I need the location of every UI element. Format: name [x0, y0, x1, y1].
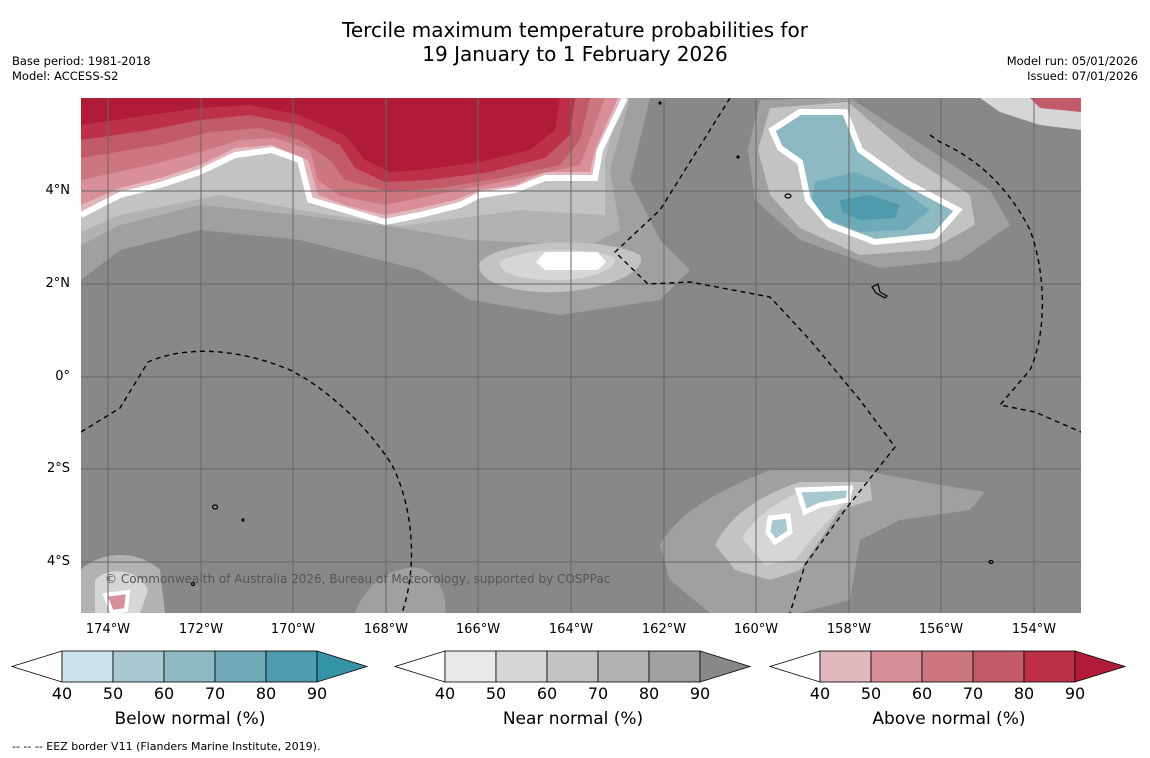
- above-normal-patch-sw: [102, 589, 131, 613]
- island-3: [988, 559, 994, 565]
- colorbar-below-tick: 50: [102, 684, 124, 703]
- colorbar-above-tick: 70: [962, 684, 984, 703]
- meta-right: Model run: 05/01/2026 Issued: 07/01/2026: [1007, 54, 1138, 84]
- eez-borders: [81, 98, 1081, 613]
- lon-label-154w: 154°W: [1011, 622, 1057, 637]
- colorbar-caption-below: Below normal (%): [114, 709, 266, 729]
- island-4: [658, 101, 662, 105]
- colorbar-near-segment: [648, 650, 701, 683]
- island-6: [241, 518, 245, 522]
- colorbar-below-segment: [61, 650, 114, 683]
- below-normal-region-70: [840, 195, 900, 220]
- colorbar-above-high-arrow: [1074, 650, 1127, 683]
- eez-border-samoa: [81, 350, 413, 613]
- island-7: [190, 581, 196, 587]
- eez-border-east: [929, 134, 1081, 433]
- islands: [190, 101, 994, 587]
- colorbar-above-tick: 50: [860, 684, 882, 703]
- colorbar-near-segment: [444, 650, 497, 683]
- colorbar-near-segment: [495, 650, 548, 683]
- colorbar-above-tick: 40: [809, 684, 831, 703]
- lon-label-166w: 166°W: [455, 622, 501, 637]
- colorbar-above-tick: 90: [1064, 684, 1086, 703]
- eez-border-kiribati: [613, 98, 896, 613]
- colorbar-below-tick: 60: [153, 684, 175, 703]
- title-line-1: Tercile maximum temperature probabilitie…: [342, 18, 808, 42]
- colorbar-near-tick: 50: [485, 684, 507, 703]
- colorbar-near-tick: 60: [536, 684, 558, 703]
- lon-label-160w: 160°W: [733, 622, 779, 637]
- lon-label-172w: 172°W: [178, 622, 224, 637]
- copyright-notice: © Commonwealth of Australia 2026, Bureau…: [105, 572, 611, 586]
- below-normal-patch-se-2: [765, 513, 793, 546]
- lat-label-0: 0°: [55, 369, 70, 384]
- colorbar-near-tick: 40: [434, 684, 456, 703]
- model-run: Model run: 05/01/2026: [1006, 54, 1138, 68]
- colorbar-near-tick: 80: [638, 684, 660, 703]
- above-normal-region-ne-red: [1030, 98, 1081, 112]
- colorbar-below-tick: 80: [255, 684, 277, 703]
- map-title: Tercile maximum temperature probabilitie…: [0, 18, 1150, 66]
- lon-label-156w: 156°W: [918, 622, 964, 637]
- issued-date: Issued: 07/01/2026: [1027, 69, 1138, 83]
- island-kiritimati: [871, 283, 888, 299]
- meta-left: Base period: 1981-2018 Model: ACCESS-S2: [12, 54, 151, 84]
- graticule: [81, 98, 1081, 613]
- lon-label-164w: 164°W: [548, 622, 594, 637]
- lon-label-170w: 170°W: [270, 622, 316, 637]
- above-normal-region-90: [81, 98, 560, 172]
- colorbar-below-tick: 70: [204, 684, 226, 703]
- colorbar-above-segment: [972, 650, 1025, 683]
- below-normal-patch-se: [794, 485, 853, 516]
- base-period: Base period: 1981-2018: [12, 54, 151, 68]
- eez-footnote: -- -- -- EEZ border V11 (Flanders Marine…: [12, 740, 321, 753]
- near-normal-region-s: [355, 567, 446, 613]
- colorbar-near-segment: [546, 650, 599, 683]
- colorbar-below-segment: [163, 650, 216, 683]
- colorbar-above-low-arrow: [768, 650, 821, 683]
- colorbar-above-segment: [1023, 650, 1076, 683]
- colorbar-below-segment: [265, 650, 318, 683]
- colorbar-above-segment: [870, 650, 923, 683]
- lon-label-162w: 162°W: [641, 622, 687, 637]
- colorbar-below-tick: 40: [51, 684, 73, 703]
- lon-label-158w: 158°W: [826, 622, 872, 637]
- lat-label-4s: 4°S: [46, 554, 70, 569]
- colorbar-above-segment: [921, 650, 974, 683]
- colorbar-above-tick: 80: [1013, 684, 1035, 703]
- colorbar-below-high-arrow: [316, 650, 369, 683]
- above-normal-40-contour: [81, 98, 628, 226]
- lat-label-4n: 4°N: [45, 183, 71, 198]
- near-normal-region-se-lighter: [742, 488, 855, 565]
- colorbar-near-low-arrow: [393, 650, 446, 683]
- colorbar-near-high-arrow: [699, 650, 752, 683]
- lon-label-174w: 174°W: [85, 622, 131, 637]
- colorbar-above-segment: [819, 650, 872, 683]
- lat-label-2n: 2°N: [45, 276, 71, 291]
- colorbar-near-segment: [597, 650, 650, 683]
- colorbar-near-tick: 90: [689, 684, 711, 703]
- title-line-2: 19 January to 1 February 2026: [422, 42, 728, 66]
- colorbar-caption-above: Above normal (%): [872, 709, 1026, 729]
- colorbar-below-segment: [214, 650, 267, 683]
- lon-label-168w: 168°W: [363, 622, 409, 637]
- colorbar-below-low-arrow: [10, 650, 63, 683]
- colorbar-caption-near: Near normal (%): [502, 709, 644, 729]
- island-2: [211, 504, 219, 510]
- island-5: [736, 155, 740, 159]
- model-name: Model: ACCESS-S2: [12, 69, 119, 83]
- colorbars: [10, 650, 1127, 683]
- colorbar-above-tick: 60: [911, 684, 933, 703]
- island-1: [784, 193, 792, 199]
- colorbar-below-tick: 90: [306, 684, 328, 703]
- lat-label-2s: 2°S: [46, 461, 70, 476]
- colorbar-near-tick: 70: [587, 684, 609, 703]
- map-area: [81, 98, 1081, 613]
- colorbar-below-segment: [112, 650, 165, 683]
